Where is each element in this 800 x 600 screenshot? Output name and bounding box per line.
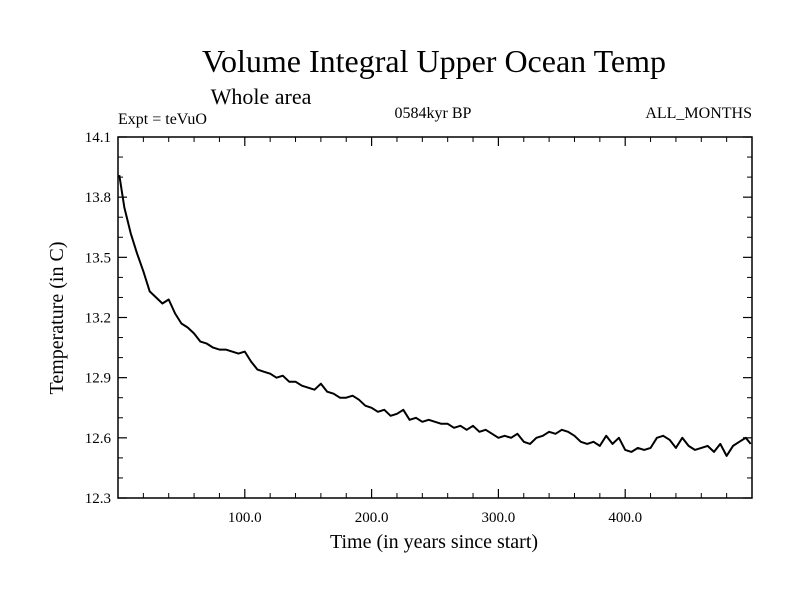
period-label: 0584kyr BP [395,105,472,122]
y-tick-label: 14.1 [85,130,111,146]
chart-subtitle: Whole area [211,84,312,109]
experiment-label: Expt = teVuO [118,111,207,128]
y-tick-label: 13.8 [85,190,111,206]
months-label: ALL_MONTHS [645,105,752,122]
y-tick-label: 12.3 [85,491,111,507]
y-tick-label: 12.6 [85,431,112,447]
x-tick-labels: 100.0 200.0 300.0 400.0 [228,510,642,526]
y-axis-label: Temperature (in C) [46,242,68,395]
x-axis-label: Time (in years since start) [330,531,538,553]
y-tick-label: 13.2 [85,311,111,327]
x-tick-label: 400.0 [608,510,642,526]
chart-title: Volume Integral Upper Ocean Temp [202,43,666,79]
x-tick-label: 300.0 [482,510,516,526]
y-tick-label: 12.9 [85,371,111,387]
y-tick-label: 13.5 [85,250,111,266]
plot-frame [117,136,753,499]
x-tick-label: 100.0 [228,510,262,526]
y-tick-labels: 12.3 12.6 12.9 13.2 13.5 13.8 14.1 [85,130,112,507]
x-tick-label: 200.0 [355,510,389,526]
axis-ticks [118,136,752,499]
series-line [118,174,752,457]
